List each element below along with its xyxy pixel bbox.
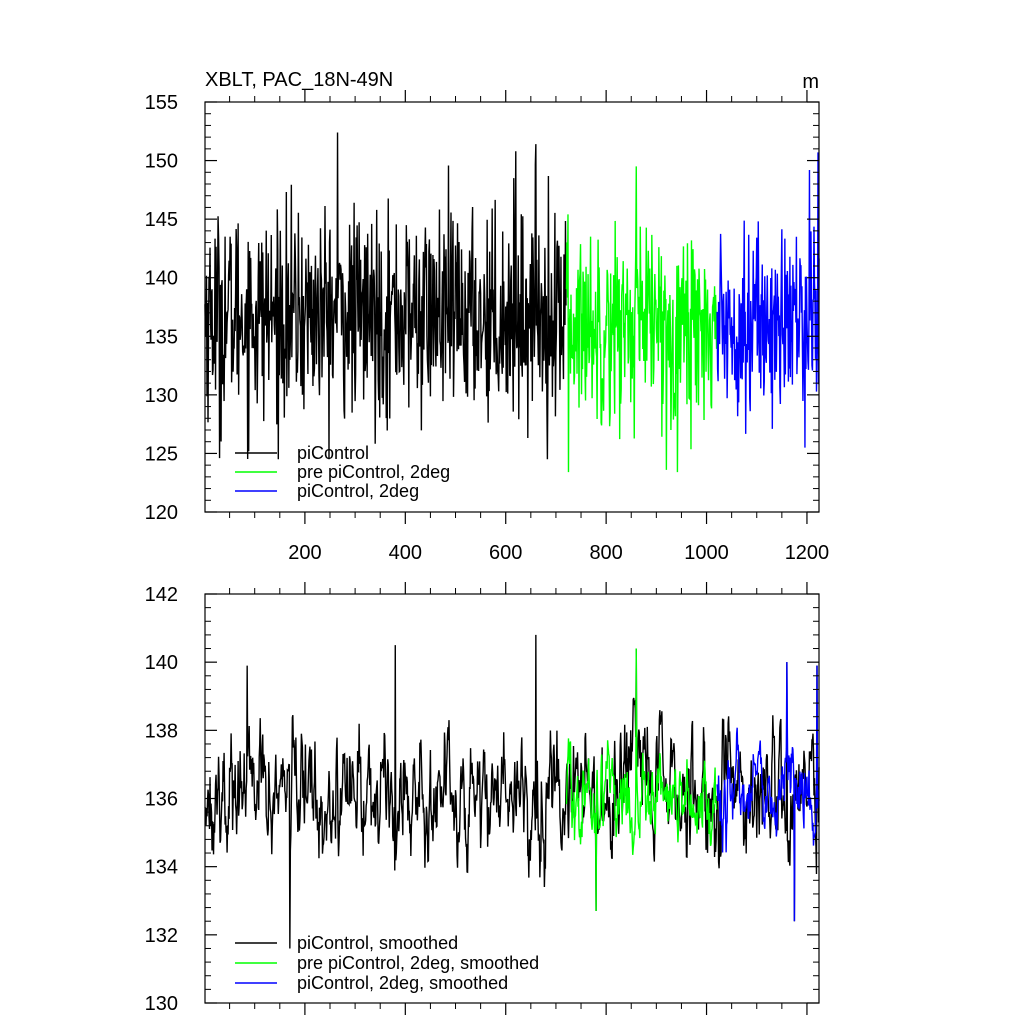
y-tick-label: 130 bbox=[145, 993, 178, 1015]
y-tick-label: 132 bbox=[145, 925, 178, 947]
y-tick-label: 140 bbox=[145, 268, 178, 290]
series-line-1 bbox=[204, 634, 820, 949]
chart-title: XBLT, PAC_18N-49N bbox=[205, 69, 393, 91]
series-line-1 bbox=[204, 132, 567, 460]
x-tick-label: 400 bbox=[389, 542, 422, 564]
x-tick-label: 600 bbox=[489, 542, 522, 564]
y-tick-label: 120 bbox=[145, 502, 178, 524]
bottom-traces bbox=[204, 634, 820, 949]
x-tick-label: 1000 bbox=[684, 542, 729, 564]
legend-label-1: piControl, smoothed bbox=[297, 933, 458, 953]
y-tick-label: 130 bbox=[145, 385, 178, 407]
plot-frame bbox=[204, 101, 820, 513]
series-line-3 bbox=[716, 152, 820, 448]
unit-label: m bbox=[802, 71, 819, 93]
x-tick-label: 200 bbox=[288, 542, 321, 564]
y-tick-label: 145 bbox=[145, 209, 178, 231]
y-tick-label: 138 bbox=[145, 720, 178, 742]
series-line-3 bbox=[716, 662, 820, 922]
legend-label-3: piControl, 2deg, smoothed bbox=[297, 973, 508, 993]
series-line-2 bbox=[565, 648, 718, 911]
y-tick-label: 140 bbox=[145, 652, 178, 674]
x-tick-label: 1200 bbox=[785, 542, 830, 564]
y-tick-label: 150 bbox=[145, 151, 178, 173]
bottom-panel: 130 132 134 136 138 140 142 piControl, smoothe… bbox=[145, 582, 820, 1015]
top-traces bbox=[204, 132, 820, 473]
y-tick-label: 155 bbox=[145, 92, 178, 114]
y-tick-label: 134 bbox=[145, 857, 178, 879]
legend-label-2: pre piControl, 2deg, smoothed bbox=[297, 953, 539, 973]
bottom-axes: 130 132 134 136 138 140 142 bbox=[145, 582, 820, 1015]
y-tick-label: 136 bbox=[145, 789, 178, 811]
legend-label-2: pre piControl, 2deg bbox=[297, 462, 450, 482]
y-tick-label: 125 bbox=[145, 443, 178, 465]
y-tick-label: 142 bbox=[145, 584, 178, 606]
top-panel: XBLT, PAC_18N-49N m 120 125 130 135 140 145 15… bbox=[145, 69, 830, 564]
legend-label-3: piControl, 2deg bbox=[297, 481, 419, 501]
series-line-2 bbox=[565, 166, 718, 473]
y-tick-label: 135 bbox=[145, 326, 178, 348]
x-tick-label: 800 bbox=[589, 542, 622, 564]
legend-label-1: piControl bbox=[297, 443, 369, 463]
top-axes: 120 125 130 135 140 145 150 155 200 400 600 800 1000… bbox=[145, 90, 830, 564]
